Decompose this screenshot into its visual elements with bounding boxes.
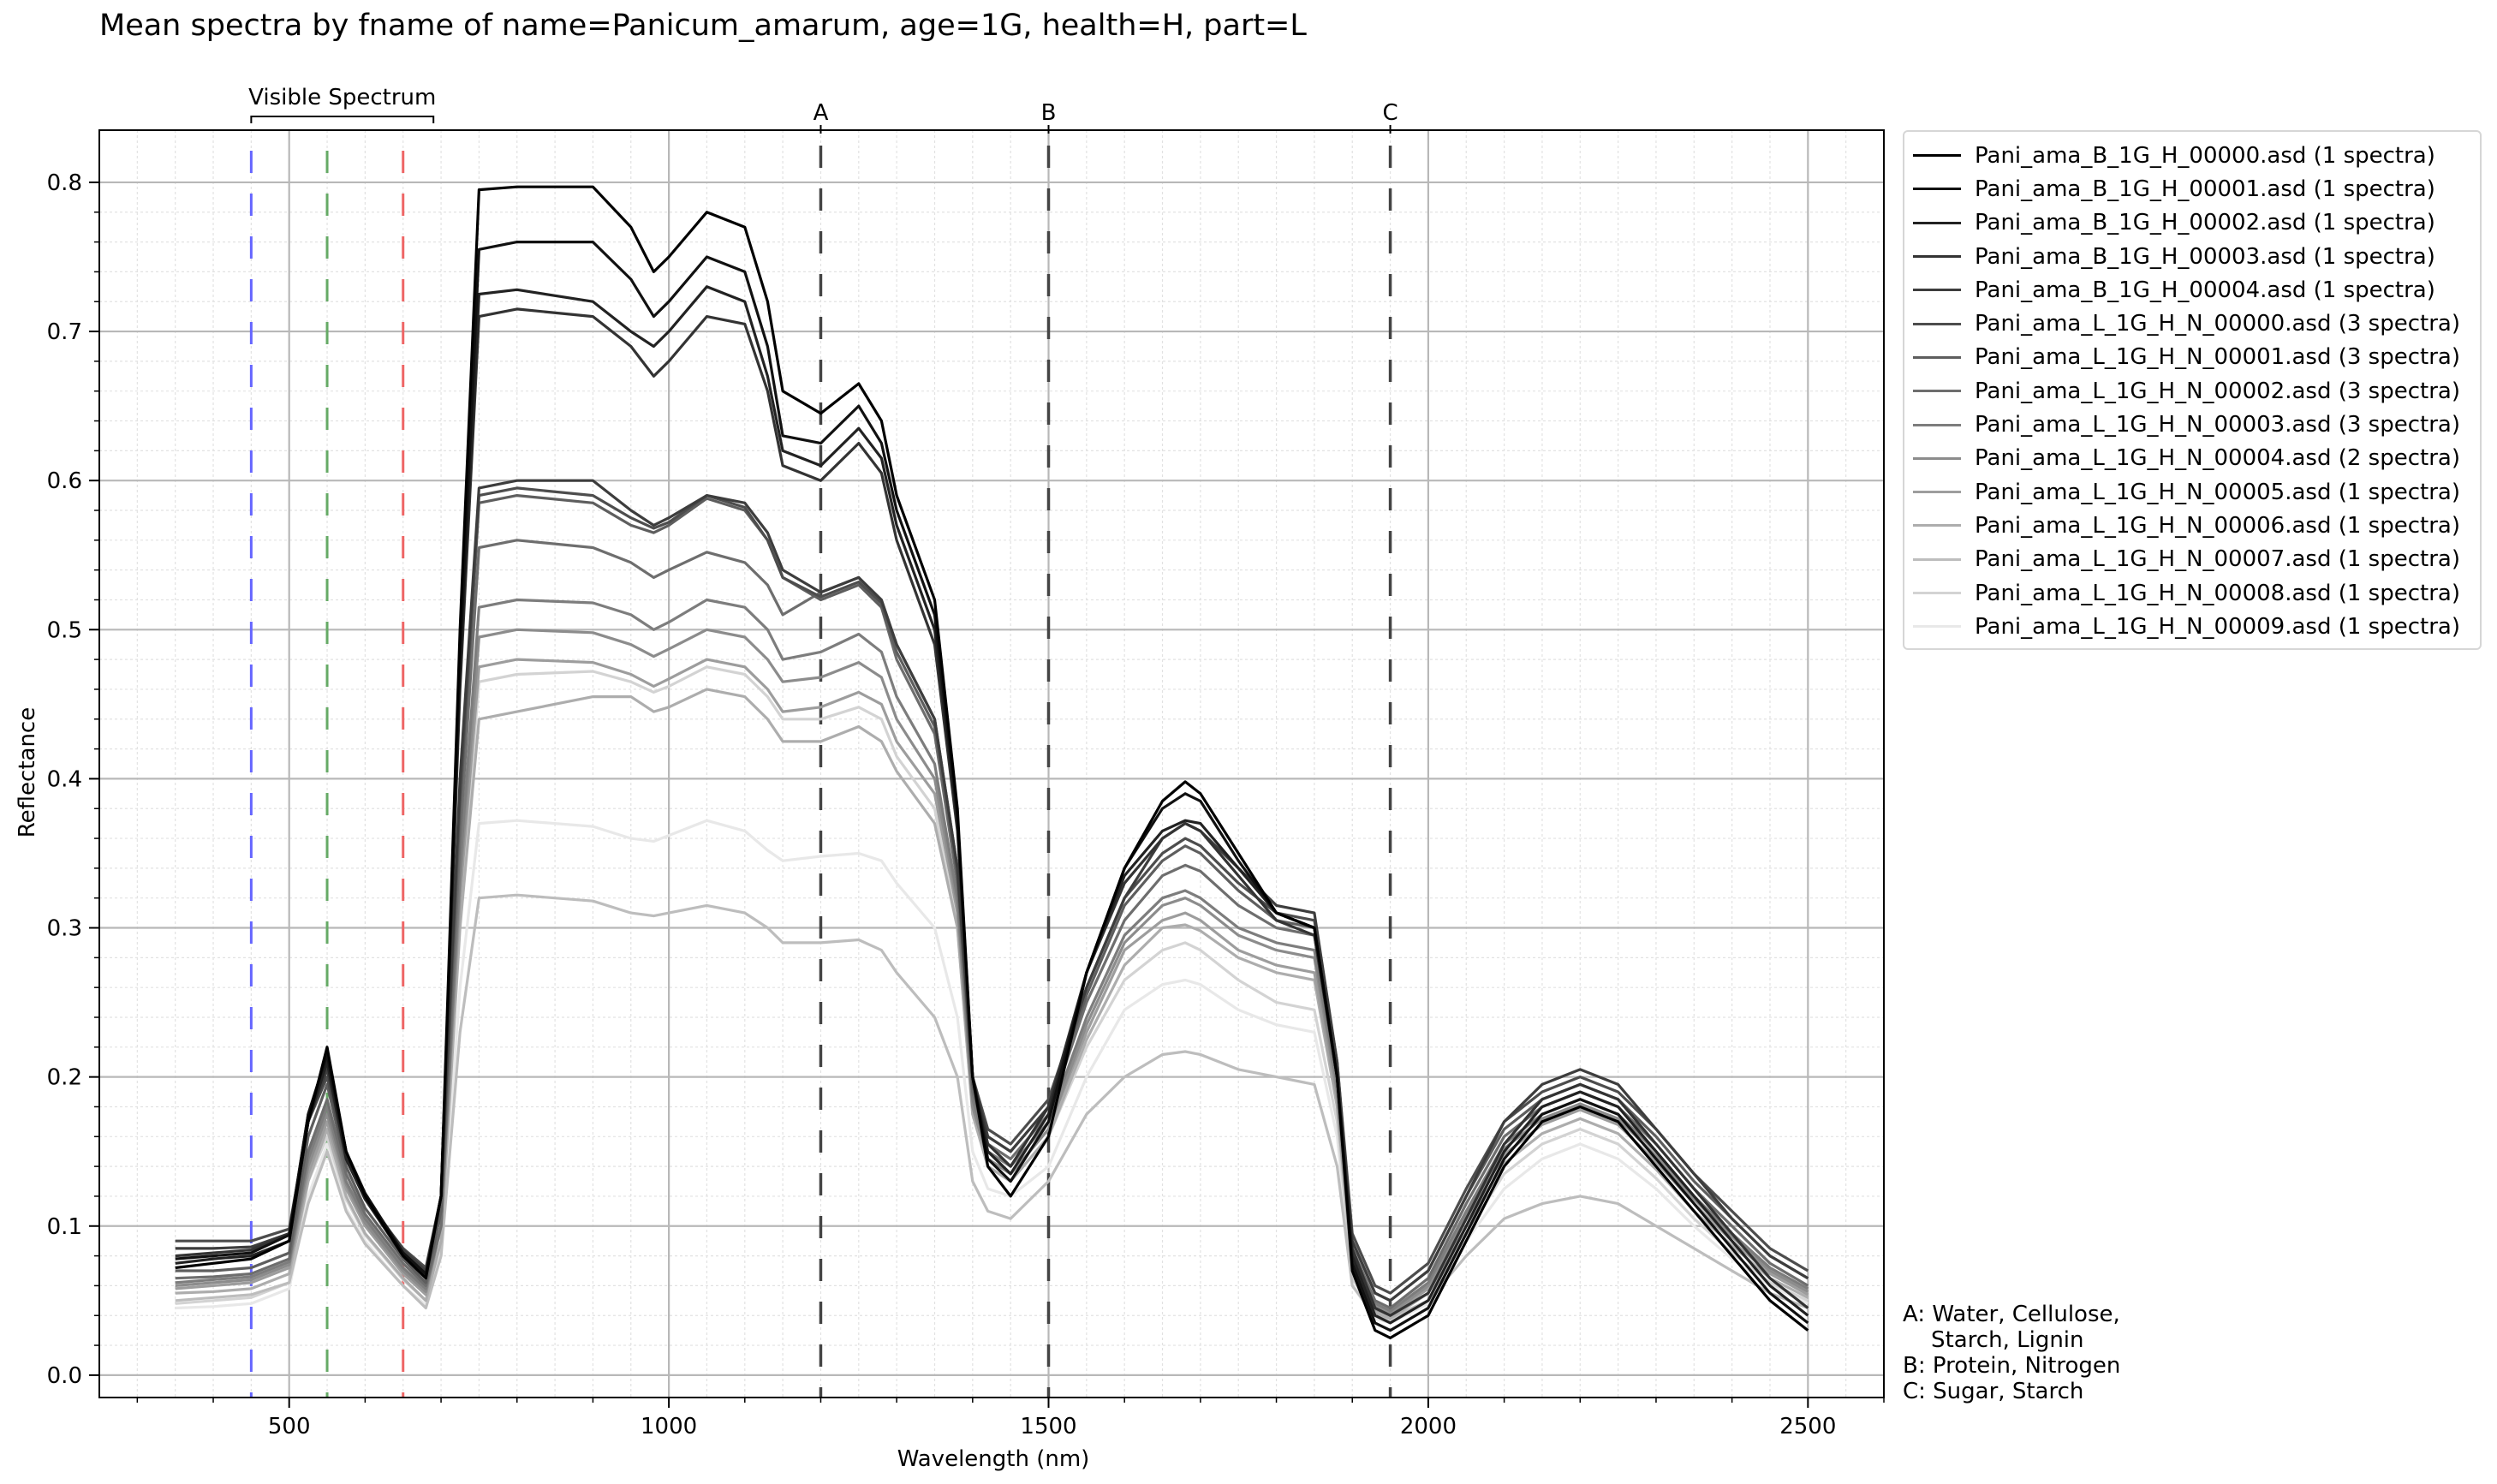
legend-item: Pani_ama_L_1G_H_N_00005.asd (1 spectra) — [1904, 475, 2480, 509]
legend-label: Pani_ama_B_1G_H_00003.asd (1 spectra) — [1975, 243, 2435, 270]
legend-item: Pani_ama_L_1G_H_N_00007.asd (1 spectra) — [1904, 543, 2480, 576]
y-tick-label: 0.8 — [47, 170, 82, 196]
x-axis-ticks: 500 1000 1500 2000 2500 — [136, 1398, 1885, 1439]
x-tick-label: 1000 — [641, 1414, 697, 1439]
legend-label: Pani_ama_L_1G_H_N_00005.asd (1 spectra) — [1975, 479, 2460, 505]
legend-label: Pani_ama_B_1G_H_00004.asd (1 spectra) — [1975, 277, 2435, 303]
legend-label: Pani_ama_L_1G_H_N_00008.asd (1 spectra) — [1975, 580, 2460, 606]
visible-spectrum-markers: Visible Spectrum — [248, 85, 436, 1398]
legend-label: Pani_ama_B_1G_H_00000.asd (1 spectra) — [1975, 142, 2435, 169]
marker-label-a: A — [813, 100, 829, 126]
y-axis-ticks: 0.0 0.1 0.2 0.3 0.4 0.5 0.6 0.7 0.8 — [47, 170, 99, 1389]
x-tick-label: 500 — [268, 1414, 311, 1439]
legend-item: Pani_ama_L_1G_H_N_00009.asd (1 spectra) — [1904, 610, 2480, 643]
legend-item: Pani_ama_L_1G_H_N_00004.asd (2 spectra) — [1904, 442, 2480, 475]
legend-label: Pani_ama_L_1G_H_N_00004.asd (2 spectra) — [1975, 445, 2460, 472]
legend-label: Pani_ama_L_1G_H_N_00003.asd (3 spectra) — [1975, 412, 2460, 438]
legend-item: Pani_ama_B_1G_H_00003.asd (1 spectra) — [1904, 240, 2480, 273]
series-line — [175, 665, 1809, 1323]
legend-swatch — [1913, 423, 1961, 426]
legend-item: Pani_ama_L_1G_H_N_00000.asd (3 spectra) — [1904, 307, 2480, 340]
legend-swatch — [1913, 154, 1961, 158]
x-axis-label: Wavelength (nm) — [897, 1446, 1090, 1472]
series-line — [175, 241, 1809, 1332]
legend-swatch — [1913, 456, 1961, 460]
legend-swatch — [1913, 390, 1961, 393]
legend-label: Pani_ama_L_1G_H_N_00000.asd (3 spectra) — [1975, 311, 2460, 337]
legend-swatch — [1913, 221, 1961, 224]
x-tick-label: 2500 — [1779, 1414, 1836, 1439]
legend-label: Pani_ama_L_1G_H_N_00009.asd (1 spectra) — [1975, 613, 2460, 640]
visible-spectrum-label: Visible Spectrum — [248, 85, 436, 110]
legend-swatch — [1913, 524, 1961, 527]
legend-swatch — [1913, 557, 1961, 561]
marker-label-c: C — [1382, 100, 1397, 126]
series-line — [175, 688, 1809, 1320]
y-axis-label: Reflectance — [15, 707, 40, 837]
legend-label: Pani_ama_L_1G_H_N_00002.asd (3 spectra) — [1975, 378, 2460, 404]
legend-item: Pani_ama_B_1G_H_00004.asd (1 spectra) — [1904, 273, 2480, 307]
marker-label-b: B — [1041, 100, 1057, 126]
legend-item: Pani_ama_B_1G_H_00002.asd (1 spectra) — [1904, 206, 2480, 240]
series-line — [175, 893, 1809, 1320]
marker-notes: A: Water, Cellulose, Starch, Lignin B: P… — [1903, 1302, 2121, 1404]
series-line — [175, 479, 1809, 1302]
y-tick-label: 0.7 — [47, 319, 82, 345]
visible-spectrum-bracket — [250, 116, 435, 123]
y-tick-label: 0.2 — [47, 1065, 82, 1091]
legend-item: Pani_ama_L_1G_H_N_00002.asd (3 spectra) — [1904, 374, 2480, 408]
x-tick-label: 1500 — [1020, 1414, 1076, 1439]
series-line — [175, 819, 1809, 1325]
legend-swatch — [1913, 592, 1961, 594]
legend-label: Pani_ama_B_1G_H_00002.asd (1 spectra) — [1975, 210, 2435, 236]
feature-markers: A B C — [813, 100, 1398, 1398]
legend-label: Pani_ama_L_1G_H_N_00001.asd (3 spectra) — [1975, 344, 2460, 371]
legend-swatch — [1913, 322, 1961, 325]
legend-swatch — [1913, 491, 1961, 494]
legend-label: Pani_ama_L_1G_H_N_00007.asd (1 spectra) — [1975, 546, 2460, 573]
legend-item: Pani_ama_L_1G_H_N_00001.asd (3 spectra) — [1904, 341, 2480, 374]
legend-swatch — [1913, 289, 1961, 292]
y-tick-label: 0.4 — [47, 766, 82, 792]
legend-item: Pani_ama_B_1G_H_00001.asd (1 spectra) — [1904, 172, 2480, 206]
y-tick-label: 0.0 — [47, 1363, 82, 1389]
axes-frame — [98, 129, 1885, 1398]
y-tick-label: 0.5 — [47, 617, 82, 643]
legend-item: Pani_ama_L_1G_H_N_00008.asd (1 spectra) — [1904, 576, 2480, 610]
series-line — [175, 539, 1809, 1310]
legend-swatch — [1913, 255, 1961, 259]
legend-swatch — [1913, 625, 1961, 629]
legend-swatch — [1913, 355, 1961, 359]
legend-swatch — [1913, 188, 1961, 191]
series-line — [175, 598, 1809, 1313]
legend: Pani_ama_B_1G_H_00000.asd (1 spectra) Pan… — [1903, 130, 2482, 651]
legend-label: Pani_ama_B_1G_H_00001.asd (1 spectra) — [1975, 176, 2435, 202]
series-lines — [175, 185, 1809, 1340]
x-tick-label: 2000 — [1400, 1414, 1457, 1439]
grid — [99, 130, 1885, 1398]
y-tick-label: 0.6 — [47, 468, 82, 494]
legend-item: Pani_ama_L_1G_H_N_00003.asd (3 spectra) — [1904, 408, 2480, 441]
legend-label: Pani_ama_L_1G_H_N_00006.asd (1 spectra) — [1975, 512, 2460, 539]
y-tick-label: 0.1 — [47, 1214, 82, 1240]
legend-item: Pani_ama_L_1G_H_N_00006.asd (1 spectra) — [1904, 509, 2480, 542]
y-tick-label: 0.3 — [47, 916, 82, 942]
series-line — [175, 185, 1809, 1340]
chart-title: Mean spectra by fname of name=Panicum_am… — [99, 9, 1307, 43]
legend-item: Pani_ama_B_1G_H_00000.asd (1 spectra) — [1904, 139, 2480, 172]
